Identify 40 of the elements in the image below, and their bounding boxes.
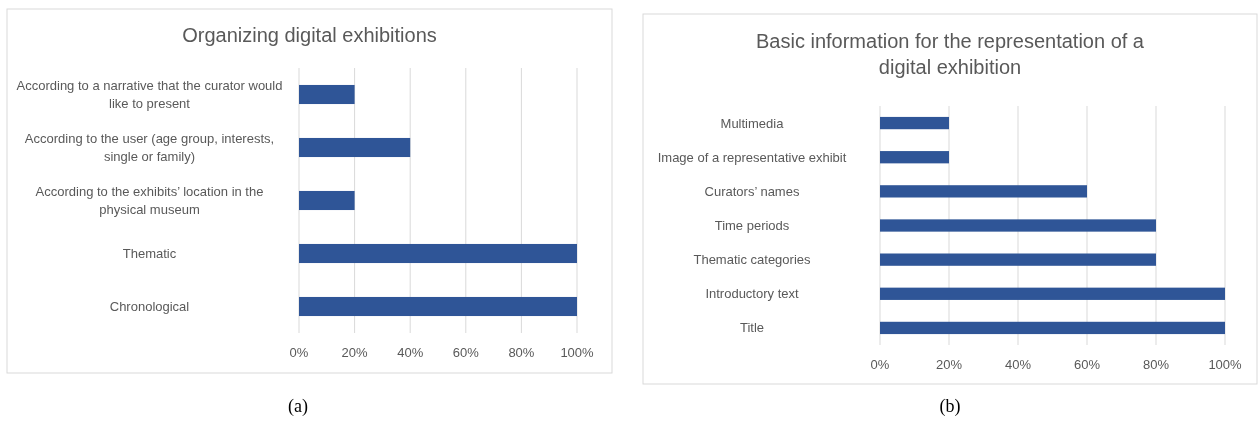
y-tick-label: Curators’ names	[704, 183, 800, 199]
bar	[880, 151, 949, 164]
x-tick-label: 0%	[870, 357, 890, 372]
text: (b)	[939, 396, 961, 417]
y-tick-label: Thematic	[122, 246, 177, 261]
x-tick-label: 40%	[397, 345, 424, 360]
y-tick-label: Image of a representative exhibit	[657, 149, 847, 165]
bar	[880, 287, 1225, 300]
bar	[299, 137, 411, 158]
x-tick-label: 80%	[508, 345, 535, 360]
text: (a)	[288, 396, 308, 417]
bar	[880, 219, 1156, 232]
x-tick-label: 40%	[1004, 357, 1032, 372]
chart-title: Basic information for the representation of a digital exhibition	[756, 30, 1145, 78]
x-tick-label: 100%	[560, 345, 595, 360]
bar	[299, 296, 577, 317]
bar	[299, 190, 355, 211]
bar	[880, 185, 1087, 198]
y-tick-label: Title	[739, 320, 765, 336]
bar	[299, 84, 355, 105]
x-tick-label: 100%	[1208, 357, 1243, 372]
y-tick-label: Multimedia	[720, 115, 785, 131]
y-tick-label: According to the exhibits’ location in the physical museum	[35, 184, 264, 217]
y-tick-label: Introductory text	[705, 286, 799, 302]
y-tick-label: Time periods	[714, 218, 790, 233]
y-tick-label: According to the user (age group, interests, single or family)	[24, 131, 275, 164]
y-tick-label: Chronological	[109, 299, 190, 314]
x-tick-label: 20%	[935, 357, 963, 372]
bar	[880, 321, 1225, 335]
chart-title: Organizing digital exhibitions	[182, 24, 437, 46]
y-tick-label: Thematic categories	[693, 252, 812, 268]
x-tick-label: 60%	[452, 345, 480, 360]
bar	[880, 253, 1156, 266]
bar	[880, 116, 949, 130]
x-tick-label: 0%	[289, 345, 309, 360]
x-tick-label: 60%	[1073, 357, 1101, 372]
bar	[299, 243, 577, 264]
x-tick-label: 80%	[1142, 357, 1170, 372]
x-tick-label: 20%	[341, 345, 369, 360]
y-tick-label: According to a narrative that the curator would like to present	[16, 78, 283, 111]
